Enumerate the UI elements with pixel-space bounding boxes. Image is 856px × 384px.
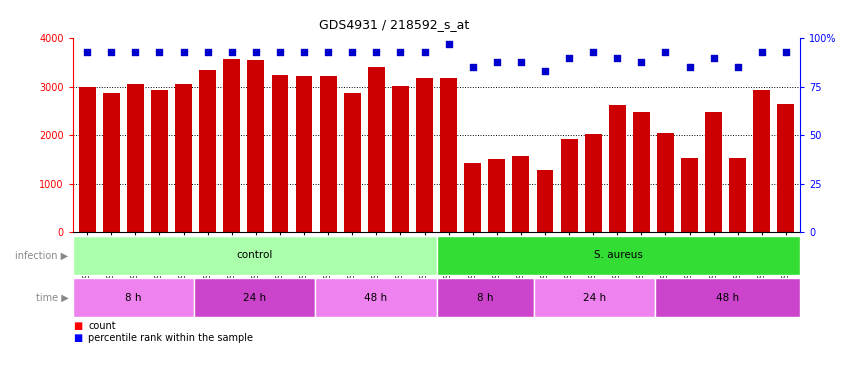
Text: S. aureus: S. aureus (594, 250, 643, 260)
Bar (513, 156, 529, 232)
Point (225, 49, 239, 55)
Bar (73, 236, 437, 275)
Point (658, 49, 672, 55)
Bar (194, 278, 315, 317)
Point (466, 65, 479, 71)
Point (586, 49, 600, 55)
Text: 48 h: 48 h (716, 293, 740, 303)
Bar (533, 278, 655, 317)
Bar (103, 93, 120, 232)
Bar (416, 78, 433, 232)
Point (634, 59, 648, 65)
Point (707, 55, 721, 61)
Bar (295, 76, 312, 232)
Point (345, 49, 359, 55)
Text: 24 h: 24 h (243, 293, 266, 303)
Bar (440, 78, 457, 232)
Text: time ▶: time ▶ (36, 293, 68, 303)
Bar (271, 75, 288, 232)
Point (201, 49, 215, 55)
Bar (777, 104, 794, 232)
Text: 8 h: 8 h (477, 293, 493, 303)
Text: 24 h: 24 h (583, 293, 606, 303)
Bar (368, 68, 384, 232)
Bar (223, 59, 241, 232)
Text: ■: ■ (73, 333, 82, 343)
Point (128, 49, 142, 55)
Point (370, 49, 383, 55)
Bar (319, 76, 336, 232)
Point (273, 49, 287, 55)
Bar (79, 87, 96, 232)
Text: ■: ■ (73, 321, 82, 331)
Bar (609, 105, 626, 232)
Point (442, 41, 455, 47)
Point (297, 49, 311, 55)
Point (418, 49, 431, 55)
Bar (585, 134, 602, 232)
Point (321, 49, 335, 55)
Bar (247, 60, 265, 232)
Bar (705, 112, 722, 232)
Bar (537, 170, 554, 232)
Point (610, 55, 624, 61)
Bar (73, 278, 194, 317)
Text: count: count (88, 321, 116, 331)
Point (80, 49, 94, 55)
Bar (633, 112, 650, 232)
Bar (175, 84, 192, 232)
Bar (489, 159, 505, 232)
Bar (437, 278, 533, 317)
Point (562, 55, 576, 61)
Bar (657, 133, 674, 232)
Bar (681, 158, 698, 232)
Text: 8 h: 8 h (125, 293, 141, 303)
Bar (344, 93, 360, 232)
Bar (561, 139, 578, 232)
Point (249, 49, 263, 55)
Text: infection ▶: infection ▶ (15, 250, 68, 260)
Point (514, 59, 528, 65)
Point (538, 68, 552, 74)
Point (394, 49, 407, 55)
Point (731, 65, 745, 71)
Bar (127, 84, 144, 232)
Bar (464, 164, 481, 232)
Bar (753, 90, 770, 232)
Point (490, 59, 503, 65)
Point (683, 65, 697, 71)
Bar (729, 158, 746, 232)
Text: GDS4931 / 218592_s_at: GDS4931 / 218592_s_at (318, 18, 469, 31)
Bar (199, 70, 216, 232)
Bar (655, 278, 800, 317)
Text: 48 h: 48 h (365, 293, 388, 303)
Text: control: control (236, 250, 273, 260)
Point (176, 49, 190, 55)
Point (779, 49, 793, 55)
Point (104, 49, 118, 55)
Bar (392, 86, 409, 232)
Point (755, 49, 769, 55)
Point (152, 49, 166, 55)
Bar (151, 90, 168, 232)
Bar (315, 278, 437, 317)
Text: percentile rank within the sample: percentile rank within the sample (88, 333, 253, 343)
Bar (437, 236, 800, 275)
